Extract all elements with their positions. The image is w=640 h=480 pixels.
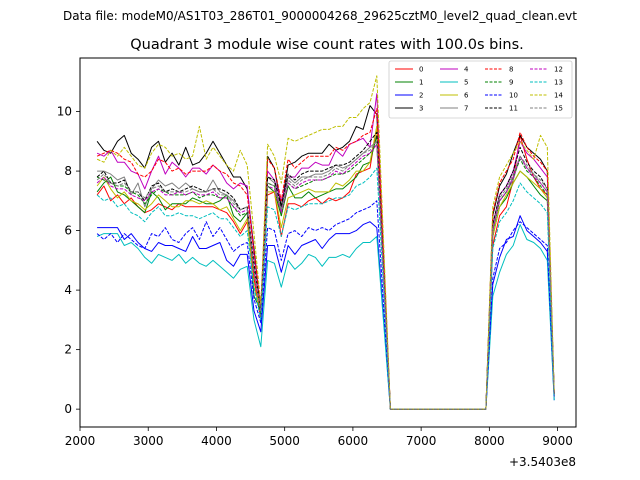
plot-series bbox=[96, 75, 555, 410]
legend-label-1: 1 bbox=[419, 79, 423, 87]
legend-label-8: 8 bbox=[509, 66, 513, 74]
legend-label-7: 7 bbox=[464, 105, 468, 113]
legend-label-6: 6 bbox=[464, 92, 469, 100]
series-line-8 bbox=[96, 108, 555, 410]
y-tick-label-10: 10 bbox=[57, 105, 72, 119]
x-tick-label-7000: 7000 bbox=[406, 434, 437, 448]
x-tick-label-5000: 5000 bbox=[269, 434, 300, 448]
x-tick-label-4000: 4000 bbox=[201, 434, 232, 448]
x-tick-label-2000: 2000 bbox=[65, 434, 96, 448]
axis-ticks: 2000 3000 4000 5000 6000 7000 8000 9000 0 2 4 6 8 10 bbox=[57, 105, 573, 448]
x-offset-label: +3.5403e8 bbox=[509, 455, 576, 469]
legend-label-13: 13 bbox=[554, 79, 563, 87]
legend-label-15: 15 bbox=[554, 105, 563, 113]
series-line-15 bbox=[96, 140, 555, 410]
legend-label-14: 14 bbox=[554, 92, 563, 100]
legend-label-11: 11 bbox=[509, 105, 518, 113]
legend-label-10: 10 bbox=[509, 92, 518, 100]
y-tick-label-6: 6 bbox=[64, 224, 72, 238]
legend-label-3: 3 bbox=[419, 105, 423, 113]
x-tick-label-9000: 9000 bbox=[542, 434, 573, 448]
legend-label-2: 2 bbox=[419, 92, 423, 100]
x-tick-label-3000: 3000 bbox=[133, 434, 164, 448]
y-tick-label-2: 2 bbox=[64, 343, 72, 357]
chart-title: Quadrant 3 module wise count rates with … bbox=[130, 37, 524, 53]
legend-label-9: 9 bbox=[509, 79, 513, 87]
legend-label-12: 12 bbox=[554, 66, 563, 74]
plot-frame bbox=[79, 57, 577, 428]
legend-label-0: 0 bbox=[419, 66, 423, 74]
legend-label-4: 4 bbox=[464, 66, 469, 74]
y-tick-label-0: 0 bbox=[64, 402, 72, 416]
legend-frame bbox=[388, 60, 573, 119]
series-line-10 bbox=[96, 200, 555, 410]
y-tick-label-8: 8 bbox=[64, 164, 72, 178]
x-tick-label-8000: 8000 bbox=[474, 434, 505, 448]
figure-suptitle: Data file: modeM0/AS1T03_286T01_90000042… bbox=[63, 9, 577, 23]
y-tick-label-4: 4 bbox=[64, 283, 72, 297]
legend-label-5: 5 bbox=[464, 79, 468, 87]
x-tick-label-6000: 6000 bbox=[338, 434, 369, 448]
